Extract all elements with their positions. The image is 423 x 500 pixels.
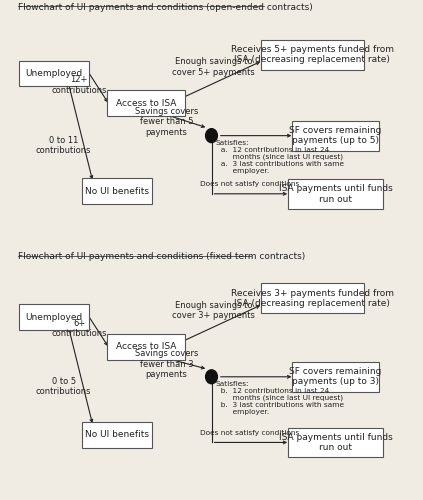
FancyBboxPatch shape <box>292 362 379 392</box>
FancyBboxPatch shape <box>82 178 151 204</box>
Text: Flowchart of UI payments and conditions (fixed term contracts): Flowchart of UI payments and conditions … <box>18 252 305 262</box>
Text: Enough savings to
cover 3+ payments: Enough savings to cover 3+ payments <box>172 301 255 320</box>
Text: Savings covers
fewer than 3
payments: Savings covers fewer than 3 payments <box>135 350 198 380</box>
FancyBboxPatch shape <box>288 179 383 208</box>
FancyBboxPatch shape <box>261 40 364 70</box>
Text: Access to ISA: Access to ISA <box>116 342 176 351</box>
Text: Receives 5+ payments funded from
ISA (decreasing replacement rate): Receives 5+ payments funded from ISA (de… <box>231 45 394 64</box>
Text: ISA payments until funds
run out: ISA payments until funds run out <box>279 432 393 452</box>
Text: Savings covers
fewer than 5
payments: Savings covers fewer than 5 payments <box>135 107 198 136</box>
Text: Unemployed: Unemployed <box>25 69 82 78</box>
FancyBboxPatch shape <box>19 60 88 86</box>
FancyBboxPatch shape <box>82 422 151 448</box>
Text: Receives 3+ payments funded from
ISA (decreasing replacement rate): Receives 3+ payments funded from ISA (de… <box>231 288 394 308</box>
Text: Does not satisfy conditions: Does not satisfy conditions <box>200 430 299 436</box>
FancyBboxPatch shape <box>107 90 185 116</box>
Text: SF covers remaining
payments (up to 5): SF covers remaining payments (up to 5) <box>289 126 382 146</box>
Text: Satisfies:
  a.  12 contributions in last 24
       months (since last UI reques: Satisfies: a. 12 contributions in last 2… <box>216 140 344 174</box>
Text: Does not satisfy conditions: Does not satisfy conditions <box>200 182 299 188</box>
FancyBboxPatch shape <box>288 428 383 458</box>
Text: Flowchart of UI payments and conditions (open-ended contracts): Flowchart of UI payments and conditions … <box>18 3 313 12</box>
Text: Satisfies:
  b.  12 contributions in last 24
       months (since last UI reques: Satisfies: b. 12 contributions in last 2… <box>216 381 344 416</box>
Text: Unemployed: Unemployed <box>25 312 82 322</box>
Text: Enough savings to
cover 5+ payments: Enough savings to cover 5+ payments <box>172 58 255 76</box>
Text: 0 to 11
contributions: 0 to 11 contributions <box>36 136 91 156</box>
Text: 6+
contributions: 6+ contributions <box>51 319 107 338</box>
Text: ISA payments until funds
run out: ISA payments until funds run out <box>279 184 393 204</box>
Circle shape <box>206 370 217 384</box>
FancyBboxPatch shape <box>19 304 88 330</box>
Text: SF covers remaining
payments (up to 3): SF covers remaining payments (up to 3) <box>289 367 382 386</box>
FancyBboxPatch shape <box>292 120 379 150</box>
FancyBboxPatch shape <box>107 334 185 360</box>
Text: 12+
contributions: 12+ contributions <box>51 75 107 94</box>
Text: No UI benefits: No UI benefits <box>85 430 149 440</box>
Text: Access to ISA: Access to ISA <box>116 99 176 108</box>
Circle shape <box>206 128 217 142</box>
Text: 0 to 5
contributions: 0 to 5 contributions <box>36 377 91 396</box>
FancyBboxPatch shape <box>261 284 364 313</box>
Text: No UI benefits: No UI benefits <box>85 187 149 196</box>
